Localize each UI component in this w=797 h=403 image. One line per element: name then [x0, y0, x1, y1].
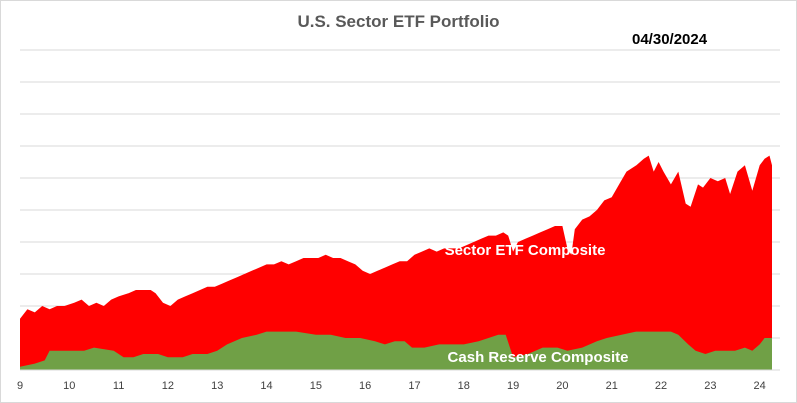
sector-etf-area [20, 155, 772, 370]
x-tick-label: 23 [704, 380, 716, 392]
x-tick-label: 11 [113, 380, 124, 392]
x-tick-label: 24 [754, 380, 766, 392]
x-tick-label: 14 [260, 380, 272, 392]
x-tick-label: 19 [507, 380, 519, 392]
chart-title: U.S. Sector ETF Portfolio [297, 12, 500, 31]
x-tick-label: 13 [211, 380, 223, 392]
sector-etf-composite-label: Sector ETF Composite [445, 242, 606, 259]
x-tick-label: 21 [606, 380, 618, 392]
x-tick-label: 22 [655, 380, 667, 392]
cash-reserve-area [20, 331, 772, 370]
date-label: 04/30/2024 [632, 31, 708, 48]
x-tick-label: 15 [310, 380, 322, 392]
x-tick-label: 9 [17, 380, 23, 392]
cash-reserve-composite-label: Cash Reserve Composite [448, 349, 629, 366]
x-tick-label: 10 [63, 380, 75, 392]
x-tick-label: 20 [556, 380, 568, 392]
x-tick-label: 17 [408, 380, 420, 392]
x-tick-label: 12 [162, 380, 174, 392]
x-tick-label: 18 [458, 380, 470, 392]
x-tick-label: 16 [359, 380, 371, 392]
x-axis-ticks: 9 10 11 12 13 14 15 16 17 18 19 20 21 22 23 24 [17, 380, 766, 392]
